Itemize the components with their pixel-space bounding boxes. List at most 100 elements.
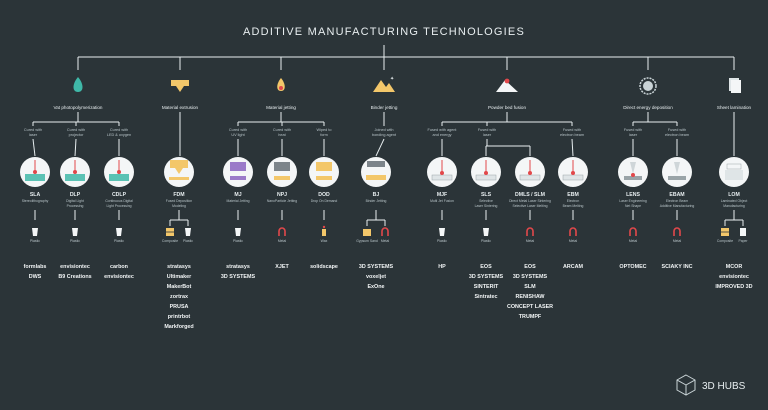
manufacturer-logo: MakerBot [167,284,192,290]
material-icon [32,228,38,236]
tech-abbr: MJ [234,192,241,198]
material-label: Plastic [437,239,447,243]
process-illustration [230,162,246,180]
manufacturer-logo: PRUSA [170,304,189,310]
process-illustration [725,163,743,180]
branch-label-line1: Cured with [229,128,247,132]
material-label: Plastic [233,239,243,243]
manufacturer-logo: SINTERIT [474,284,499,290]
material-label: Composite [717,239,733,243]
category-label: Binder jetting [371,105,398,110]
manufacturer-logo: stratasys [167,264,191,270]
category-label: Vat photopolymerization [54,105,103,110]
connector-line [32,138,36,157]
branch-label-line2: laser [629,133,638,137]
manufacturer-logo: EOS [480,264,492,270]
branch-label-line2: form [320,133,328,137]
branch-label-line1: Fused with [668,128,686,132]
tech-abbr: NPJ [277,192,287,198]
jet-drop-icon [277,78,285,91]
category-label: Direct energy deposition [623,105,673,110]
tech-abbr: DOD [318,192,330,198]
material-label: Paper [738,239,748,243]
branch-label-line2: LED & oxygen [107,133,131,137]
manufacturer-logo: solidscape [310,264,338,270]
branch-label-line1: Joined with [375,128,394,132]
manufacturer-logo: 3D SYSTEMS [469,274,504,280]
material-label: Metal [381,239,390,243]
material-icon [166,228,174,236]
branch-label-line2: electron beam [560,133,584,137]
branch-label-line2: heat [278,133,286,137]
manufacturer-logo: Sintratec [474,294,497,300]
process-illustration [274,162,290,180]
water-drop-icon [73,77,83,92]
category-label: Material jetting [266,105,296,110]
connector-line [375,138,385,157]
material-icon [381,227,389,236]
manufacturer-logo: 3D SYSTEMS [513,274,548,280]
process-illustration [624,162,642,180]
manufacturer-logo: B9 Creations [58,274,91,280]
manufacturer-logo: ExOne [367,284,384,290]
category-water-drop: Vat photopolymerization [54,77,103,110]
material-icon [483,228,489,236]
paper-sheets-icon [729,78,741,93]
material-label: Metal [569,239,578,243]
manufacturer-logo: envisiontec [104,274,134,280]
process-illustration [65,160,85,181]
brand-mark: 3D HUBS [676,374,746,396]
connector-lines [32,45,744,226]
tech-name-line1: Multi Jet Fusion [430,199,454,203]
connector-line [571,138,574,157]
branch-label-line1: Fused with [563,128,581,132]
manufacturer-logo: carbon [110,264,128,270]
tech-abbr: DMLS / SLM [515,192,545,198]
tech-name-line1: Direct Metal Laser Sintering [509,199,551,203]
material-icon [526,227,534,236]
manufacturer-logo: formlabs [24,264,47,270]
material-label: Plastic [114,239,124,243]
material-icon [185,228,191,236]
category-powder-bed: ✦ Binder jetting [371,76,398,110]
tech-name-line1: Binder Jetting [366,199,387,203]
manufacturer-logo: OPTOMEC [619,264,646,270]
tech-circle [309,157,339,187]
material-label: Wax [321,239,328,243]
branch-label-line2: electron beam [665,133,689,137]
branch-label-line1: Fused with [624,128,642,132]
material-label: Plastic [183,239,193,243]
category-label: Sheet lamination [717,105,752,110]
tech-name-line2: Modeling [172,204,186,208]
tech-abbr: CDLP [112,192,127,198]
tech-circle [223,157,253,187]
category-label: Material extrusion [162,105,199,110]
process-illustration [519,160,541,181]
material-label: Metal [673,239,682,243]
material-label: Plastic [481,239,491,243]
material-icon [278,227,286,236]
material-icon [363,229,371,236]
powder-bed-icon: ✦ [373,76,395,92]
branch-label-line1: Cured with [273,128,291,132]
tech-name-line2: Selective Laser Melting [512,204,547,208]
tech-name-line1: Stereolithography [22,199,49,203]
category-saw-blade: Direct energy deposition [623,77,673,110]
branch-label-line1: Cured with [110,128,128,132]
manufacturer-logo: 3D SYSTEMS [221,274,256,280]
tech-name-line1: NanoParticle Jetting [267,199,297,203]
process-illustration [431,160,453,181]
manufacturer-logo: SLM [524,284,536,290]
branch-label-line1: Fused with [478,128,496,132]
branch-label-line2: bonding agent [372,133,397,137]
branch-label-line2: and energy [433,133,452,137]
